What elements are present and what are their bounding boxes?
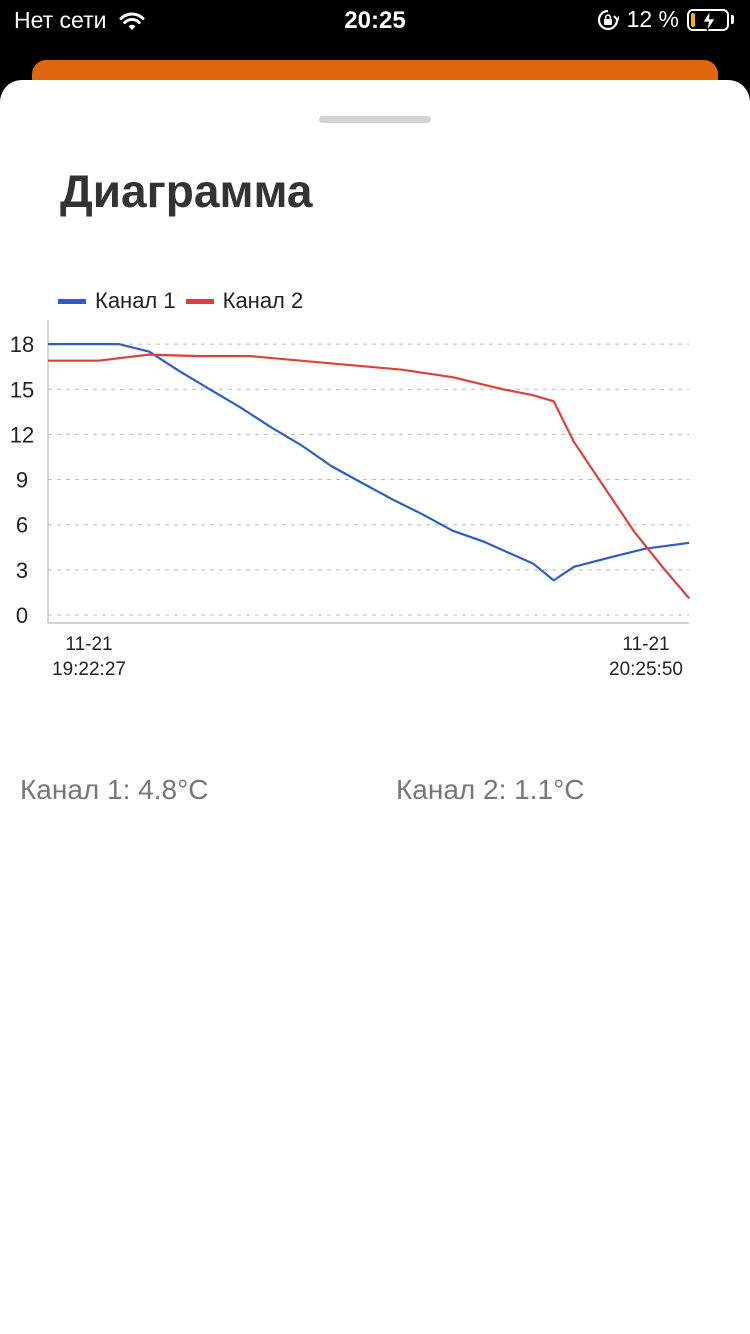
legend-swatch-channel1	[58, 298, 86, 304]
legend-label-channel2: Канал 2	[222, 288, 304, 313]
temperature-chart[interactable]: 0 3 6 9 12 15 18 11-21 19:22:27 11-21 20:25:50	[0, 80, 750, 720]
legend-swatch-channel2	[185, 298, 214, 304]
series-line-channel2	[48, 353, 691, 600]
battery-percent: 12 %	[626, 6, 679, 32]
carrier-label: Нет сети	[14, 7, 107, 33]
y-tick-label: 3	[16, 558, 28, 583]
battery-tip	[731, 15, 734, 24]
legend-item-channel1: Канал 1	[58, 288, 176, 314]
bolt-icon	[702, 10, 716, 31]
legend-item-channel2: Канал 2	[185, 288, 304, 314]
wifi-icon	[119, 12, 145, 30]
chart-legend: Канал 1 Канал 2	[58, 288, 313, 314]
x-tick-label-start: 11-21	[65, 634, 112, 655]
y-tick-label: 6	[16, 513, 28, 538]
clock: 20:25	[344, 7, 406, 34]
battery-charging-icon	[687, 8, 729, 31]
x-tick-label-start: 19:22:27	[52, 659, 126, 680]
x-tick-label-end: 20:25:50	[609, 659, 683, 680]
x-tick-label-end: 11-21	[622, 634, 669, 655]
y-tick-label: 18	[10, 332, 34, 357]
y-tick-label: 9	[16, 468, 28, 493]
series-line-channel1	[48, 343, 690, 582]
page-title: Диаграмма	[60, 165, 313, 217]
status-bar: Нет сети 20:25 12 %	[0, 0, 750, 42]
orientation-lock-icon	[597, 9, 619, 30]
status-right: 12 %	[597, 6, 734, 33]
status-left: Нет сети	[14, 7, 146, 34]
channel1-readout: Канал 1: 4.8°C	[20, 774, 209, 805]
y-tick-label: 12	[10, 422, 34, 447]
sheet-grabber[interactable]	[319, 116, 431, 123]
y-tick-label: 15	[10, 377, 34, 402]
chart-sheet: Диаграмма Канал 1 Канал 2 0 3 6 9 12 15 18 11-2…	[0, 80, 750, 1334]
legend-label-channel1: Канал 1	[95, 288, 176, 313]
channel2-readout: Канал 2: 1.1°C	[396, 774, 585, 805]
y-tick-label: 0	[16, 603, 28, 628]
